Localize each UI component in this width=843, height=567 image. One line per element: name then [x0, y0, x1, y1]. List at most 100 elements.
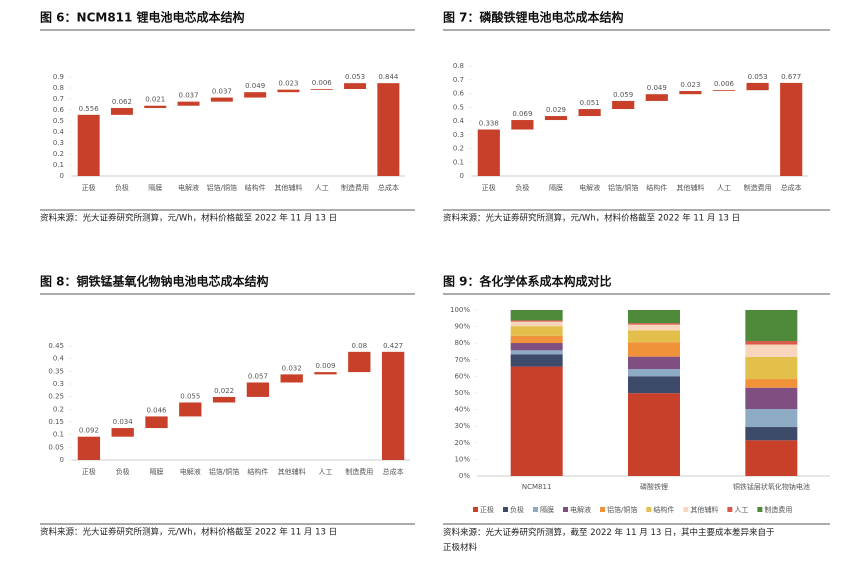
bar-segment: [745, 379, 798, 388]
y-tick-label: 0.2: [53, 405, 64, 413]
y-tick-label: 60%: [454, 372, 470, 380]
legend-label: 结构件: [653, 505, 674, 514]
y-tick-label: 0.6: [453, 90, 465, 98]
data-label: 0.844: [378, 73, 399, 81]
bar-segment: [510, 350, 563, 355]
y-tick-label: 80%: [454, 339, 470, 347]
legend-swatch: [600, 507, 605, 512]
y-tick-label: 0.9: [53, 73, 64, 81]
x-tick-label: 人工: [315, 184, 329, 192]
data-label: 0.338: [479, 120, 499, 128]
legend-swatch: [683, 507, 689, 512]
data-label: 0.427: [383, 342, 403, 350]
bar: [145, 416, 168, 429]
data-label: 0.057: [248, 372, 268, 380]
bar-segment: [510, 326, 563, 336]
y-tick-label: 0.15: [48, 418, 64, 426]
y-tick-label: 0.1: [53, 161, 64, 169]
bar: [110, 108, 133, 115]
x-tick-label: 其他辅料: [274, 183, 302, 192]
y-tick-label: 0.2: [53, 150, 64, 158]
y-tick-label: 0: [60, 456, 64, 464]
bar-segment: [510, 320, 563, 322]
data-label: 0.032: [282, 364, 302, 372]
bar: [377, 83, 400, 176]
y-tick-label: 0.5: [53, 117, 64, 125]
x-tick-label: 总成本: [781, 183, 802, 192]
legend-label: 制造费用: [764, 505, 792, 514]
legend-label: 人工: [734, 506, 748, 514]
bar: [381, 351, 405, 460]
legend-swatch: [646, 507, 652, 512]
bar: [712, 90, 736, 92]
y-tick-label: 0.3: [53, 139, 64, 147]
x-tick-label: 负极: [115, 183, 129, 192]
legend-swatch: [563, 507, 568, 512]
bar-segment: [745, 409, 798, 428]
data-label: 0.556: [79, 105, 100, 113]
source: 资料来源：光大证券研究所测算，元/Wh，材料价格截至 2022 年 11 月 1…: [443, 213, 740, 224]
bar-segment: [510, 366, 563, 476]
y-tick-label: 50%: [454, 389, 470, 397]
y-tick-label: 0.7: [53, 95, 64, 103]
bar: [244, 92, 267, 98]
data-label: 0.049: [647, 84, 667, 92]
bar: [77, 436, 101, 460]
bar: [612, 100, 635, 110]
data-label: 0.023: [680, 81, 700, 89]
y-tick-label: 90%: [454, 323, 470, 331]
legend-label: 负极: [510, 505, 524, 514]
data-label: 0.021: [145, 96, 165, 104]
bar-segment: [510, 354, 563, 367]
y-tick-label: 0.8: [53, 84, 64, 92]
x-tick-label: 正极: [82, 183, 96, 192]
data-label: 0.092: [79, 427, 99, 435]
chart-title: 图 8：铜铁锰基氧化物钠电池电芯成本结构: [40, 274, 269, 289]
bar: [511, 120, 534, 130]
bar-segment: [628, 393, 680, 476]
x-tick-label: 铜铁锰层状氧化物钠电池: [733, 482, 810, 491]
legend-swatch: [757, 507, 763, 512]
y-tick-label: 70%: [454, 356, 470, 364]
data-label: 0.049: [245, 82, 265, 90]
chart-title: 图 9：各化学体系成本构成对比: [443, 274, 612, 289]
y-tick-label: 0: [460, 172, 464, 180]
x-tick-label: 隔膜: [549, 183, 563, 192]
x-tick-label: 制造费用: [744, 183, 772, 192]
bar-segment: [628, 376, 680, 394]
bar: [780, 82, 803, 176]
bar: [645, 94, 668, 101]
y-tick-label: 0.3: [53, 380, 64, 388]
bar: [578, 109, 601, 117]
bar: [310, 88, 333, 90]
y-tick-label: 0.1: [453, 158, 464, 166]
data-label: 0.059: [613, 91, 633, 99]
y-tick-label: 0.2: [453, 145, 464, 153]
legend-label: 其他辅料: [690, 505, 718, 514]
x-tick-label: 正极: [82, 467, 96, 476]
data-label: 0.055: [180, 392, 200, 400]
y-tick-label: 0.4: [53, 128, 65, 136]
source: 资料来源：光大证券研究所测算，截至 2022 年 11 月 13 日，其中主要成…: [443, 527, 775, 553]
x-tick-label: 制造费用: [341, 183, 369, 192]
bar: [679, 91, 702, 95]
data-label: 0.006: [714, 80, 735, 88]
bar-segment: [510, 321, 563, 327]
x-tick-label: 磷酸铁锂: [640, 482, 668, 491]
bar: [477, 129, 500, 176]
x-tick-label: 其他辅料: [676, 183, 704, 192]
x-tick-label: 电解液: [579, 183, 600, 192]
y-tick-label: 0.25: [48, 393, 64, 401]
bar-segment: [628, 356, 680, 370]
bar-segment: [628, 323, 680, 325]
bar: [344, 83, 367, 89]
data-label: 0.08: [352, 342, 368, 350]
bar: [77, 114, 100, 176]
y-tick-label: 20%: [454, 439, 470, 447]
bar-segment: [745, 341, 798, 345]
chart-title: 图 6：NCM811 锂电池电芯成本结构: [40, 10, 245, 25]
bar-segment: [628, 342, 680, 357]
bar: [111, 428, 134, 437]
data-label: 0.037: [179, 92, 199, 100]
bar-segment: [745, 440, 798, 476]
